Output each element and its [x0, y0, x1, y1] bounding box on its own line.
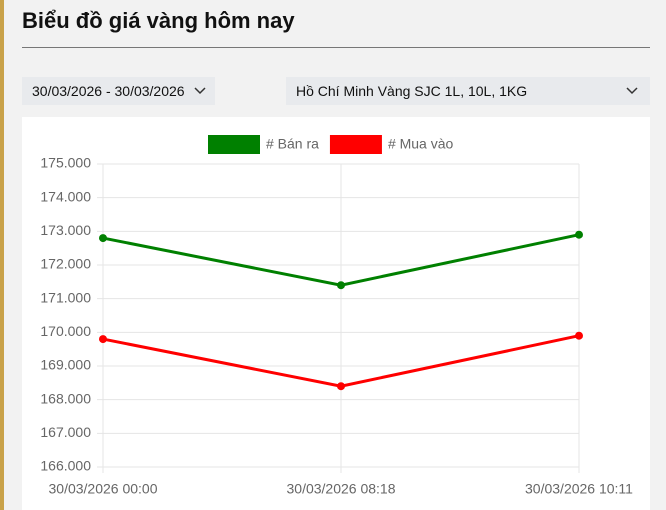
- data-point: [99, 335, 107, 344]
- y-tick-label: 166.000: [40, 458, 91, 474]
- y-tick-label: 175.000: [40, 155, 91, 171]
- date-range-text: 30/03/2026 - 30/03/2026: [32, 83, 185, 99]
- product-select[interactable]: Hồ Chí Minh Vàng SJC 1L, 10L, 1KG: [286, 77, 650, 105]
- page-title: Biểu đồ giá vàng hôm nay: [22, 8, 295, 33]
- legend-swatch: [208, 135, 260, 154]
- x-tick-label: 30/03/2026 08:18: [287, 481, 396, 497]
- data-point: [337, 281, 345, 290]
- accent-strip: [0, 0, 4, 510]
- y-tick-label: 173.000: [40, 222, 91, 238]
- chart-card: 166.000 167.000 168.000 169.000 170.000 171.0…: [22, 117, 650, 510]
- y-tick-label: 167.000: [40, 424, 91, 440]
- y-tick-label: 169.000: [40, 357, 91, 373]
- y-tick-label: 168.000: [40, 390, 91, 406]
- data-point: [337, 382, 345, 391]
- data-point: [575, 331, 583, 340]
- data-point: [99, 234, 107, 243]
- legend-label: # Mua vào: [388, 136, 454, 152]
- product-text: Hồ Chí Minh Vàng SJC 1L, 10L, 1KG: [296, 83, 528, 99]
- y-tick-label: 174.000: [40, 188, 91, 204]
- chevron: [194, 87, 206, 95]
- chevron: [626, 87, 638, 95]
- data-point: [575, 230, 583, 239]
- date-range-select[interactable]: 30/03/2026 - 30/03/2026: [22, 77, 215, 105]
- y-tick-label: 170.000: [40, 323, 91, 339]
- legend-swatch: [329, 135, 382, 154]
- x-tick-label: 30/03/2026 10:11: [525, 481, 633, 497]
- y-tick-label: 172.000: [40, 256, 91, 272]
- chart: 166.000 167.000 168.000 169.000 170.000 171.0…: [40, 135, 633, 497]
- legend-label: # Bán ra: [266, 136, 319, 152]
- divider: [22, 47, 650, 48]
- x-tick-label: 30/03/2026 00:00: [49, 481, 158, 497]
- y-tick-label: 171.000: [40, 289, 91, 305]
